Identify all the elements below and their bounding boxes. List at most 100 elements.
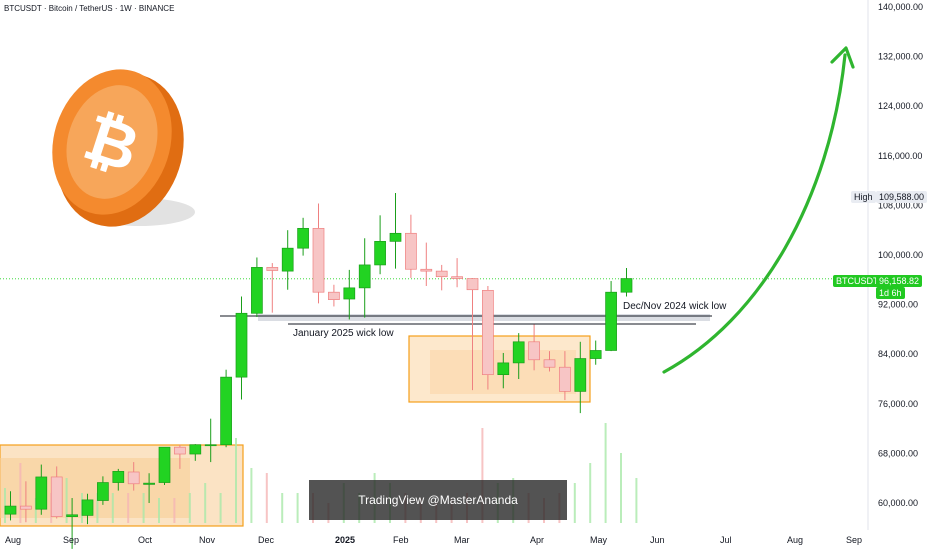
- volume-bar: [265, 473, 268, 523]
- candle-body: [620, 278, 633, 293]
- symbol-tag: BTCUSDT: [833, 275, 882, 287]
- x-tick-label: Aug: [787, 535, 803, 545]
- volume-bar: [219, 493, 222, 523]
- volume-bar: [235, 438, 237, 523]
- candle-body: [158, 446, 171, 483]
- candle-body: [235, 312, 248, 378]
- coin-inner: [66, 85, 158, 199]
- volume-bar: [158, 498, 160, 523]
- candle-body: [112, 471, 125, 483]
- candle-body: [466, 278, 479, 291]
- volume-bar: [65, 478, 68, 523]
- candle-body: [174, 446, 186, 455]
- candle-body: [451, 276, 463, 279]
- trend-arrow: [662, 53, 847, 374]
- candle-body: [81, 499, 94, 516]
- y-tick-label: 132,000.00: [878, 52, 923, 62]
- candle-body: [435, 270, 448, 278]
- candle-body: [220, 376, 232, 446]
- volume-bar: [188, 493, 191, 523]
- candle-body: [143, 482, 155, 485]
- candle-body: [50, 476, 63, 517]
- x-tick-label: Sep: [63, 535, 79, 545]
- candle-body: [266, 267, 279, 271]
- candle-body: [312, 227, 325, 293]
- volume-bar: [281, 493, 284, 523]
- volume-bar: [296, 493, 299, 523]
- y-tick-label: 124,000.00: [878, 101, 923, 111]
- candle-body: [127, 471, 140, 485]
- y-tick-label: 68,000.00: [878, 448, 918, 458]
- candle-body: [35, 476, 48, 510]
- candle-body: [559, 366, 571, 392]
- candle-body: [374, 241, 386, 266]
- candle-body: [389, 232, 402, 242]
- x-tick-label: Feb: [393, 535, 409, 545]
- candle-body: [251, 267, 263, 314]
- last-price-tag: 96,158.82: [876, 275, 923, 287]
- candle-body: [574, 358, 587, 392]
- volume-bar: [250, 468, 253, 523]
- candle-body: [97, 482, 109, 501]
- x-tick-label: Apr: [530, 535, 544, 545]
- candle-body: [328, 291, 340, 300]
- y-tick-label: 108,000.00: [878, 200, 923, 210]
- volume-bar: [173, 498, 176, 523]
- candle-body: [512, 341, 525, 364]
- candle-body: [405, 232, 417, 270]
- volume-bar: [34, 498, 37, 523]
- countdown-tag: 1d 6h: [876, 287, 905, 299]
- x-tick-label: Mar: [454, 535, 470, 545]
- x-tick-label: Sep: [846, 535, 862, 545]
- candle-body: [358, 264, 371, 289]
- x-tick-label: Nov: [199, 535, 216, 545]
- volume-bar: [635, 478, 638, 523]
- y-tick-label: 100,000.00: [878, 250, 923, 260]
- high-label: High: [851, 191, 876, 203]
- candle-body: [20, 505, 32, 510]
- volume-bar: [620, 453, 622, 523]
- candle-body: [281, 247, 294, 272]
- x-tick-label: Dec: [258, 535, 275, 545]
- decnov-wick-label: Dec/Nov 2024 wick low: [623, 301, 727, 312]
- trend-arrow-head: [830, 46, 855, 69]
- candle-body: [497, 362, 510, 376]
- candle-body: [189, 444, 202, 455]
- candle-body: [420, 268, 433, 272]
- volume-bar: [573, 483, 576, 523]
- watermark: TradingView @MasterAnanda: [309, 480, 567, 520]
- candle-body: [66, 514, 78, 517]
- high-value: 109,588.00: [876, 191, 928, 203]
- y-tick-label: 84,000.00: [878, 349, 918, 359]
- chart-header: BTCUSDT · Bitcoin / TetherUS · 1W · BINA…: [4, 4, 175, 13]
- x-tick-label: May: [590, 535, 608, 545]
- volume-bar: [111, 493, 114, 523]
- y-tick-label: 92,000.00: [878, 300, 918, 310]
- candle-body: [343, 287, 356, 300]
- candle-body: [605, 291, 617, 351]
- candle-body: [204, 444, 217, 447]
- candle-body: [528, 341, 540, 361]
- y-tick-label: 116,000.00: [878, 151, 922, 161]
- y-tick-label: 76,000.00: [878, 399, 918, 409]
- candle-body: [543, 359, 556, 368]
- y-tick-label: 140,000.00: [878, 2, 923, 12]
- volume-bar: [19, 463, 22, 523]
- volume-bar: [4, 488, 6, 523]
- x-tick-label: Jul: [720, 535, 732, 545]
- volume-bar: [204, 483, 207, 523]
- volume-bar: [142, 493, 145, 523]
- x-tick-label: Aug: [5, 535, 21, 545]
- volume-bar: [589, 463, 592, 523]
- x-tick-label: Oct: [138, 535, 153, 545]
- volume-bar: [96, 493, 99, 523]
- jan-wick-label: January 2025 wick low: [293, 328, 394, 339]
- volume-bar: [127, 493, 130, 523]
- volume-bar: [481, 428, 484, 523]
- y-tick-label: 60,000.00: [878, 498, 918, 508]
- candle-body: [4, 505, 17, 515]
- volume-bar: [604, 423, 607, 523]
- x-tick-label: Jun: [650, 535, 665, 545]
- candle-body: [297, 227, 309, 249]
